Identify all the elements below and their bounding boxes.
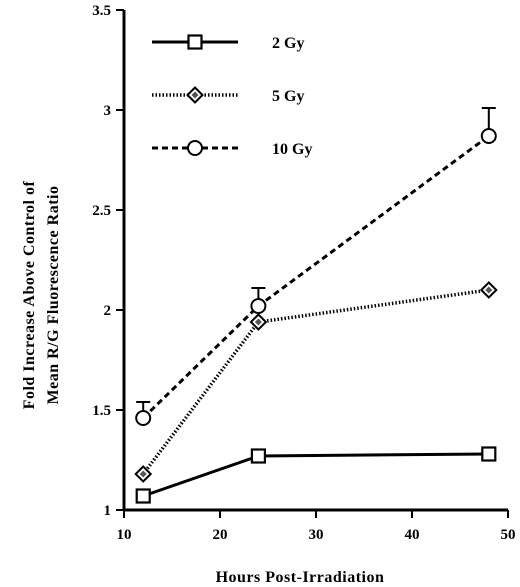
x-tick-label: 50 xyxy=(501,527,516,543)
series-10-gy xyxy=(135,107,497,426)
y-tick-label: 3 xyxy=(104,103,112,119)
data-point xyxy=(135,410,152,426)
data-point xyxy=(249,313,268,331)
series-line xyxy=(142,452,489,498)
x-tick-label: 40 xyxy=(405,527,420,543)
y-axis-title-line-1: Fold Increase Above Control of xyxy=(21,181,38,410)
series-line xyxy=(142,134,490,420)
legend-label: 5 Gy xyxy=(272,88,304,105)
legend-item: 2 Gy xyxy=(152,34,304,52)
series-5-gy xyxy=(134,281,498,483)
x-tick-label: 30 xyxy=(309,527,324,543)
data-point xyxy=(480,128,497,144)
y-tick-label: 2.5 xyxy=(92,203,111,219)
data-point xyxy=(250,448,266,464)
series-layer xyxy=(134,107,498,504)
data-point xyxy=(479,281,498,299)
diamond-fill xyxy=(139,470,147,478)
legend-item: 5 Gy xyxy=(152,86,304,105)
legend-label: 2 Gy xyxy=(272,35,304,52)
data-point xyxy=(250,298,267,314)
legend: 2 Gy 5 Gy 10 Gy xyxy=(152,34,312,158)
x-tick-label: 10 xyxy=(117,527,132,543)
y-ticks: 1 1.5 2 2.5 3 3.5 xyxy=(92,3,124,519)
data-point xyxy=(481,446,497,462)
legend-marker xyxy=(186,86,204,104)
x-tick-label: 20 xyxy=(213,527,228,543)
y-tick-label: 1.5 xyxy=(92,403,111,419)
y-tick-label: 2 xyxy=(104,303,112,319)
legend-marker xyxy=(187,140,203,156)
diamond-fill xyxy=(254,318,262,326)
y-tick-label: 3.5 xyxy=(92,3,111,19)
x-ticks: 10 20 30 40 50 xyxy=(117,510,516,543)
diamond-fill xyxy=(485,286,493,294)
diamond-fill xyxy=(191,91,199,99)
y-axis-title: Fold Increase Above Control of Mean R/G … xyxy=(21,181,62,410)
y-tick-label: 1 xyxy=(104,503,112,519)
legend-item: 10 Gy xyxy=(152,140,312,158)
data-point xyxy=(135,488,151,504)
axes xyxy=(122,10,508,512)
legend-label: 10 Gy xyxy=(272,141,312,158)
legend-marker xyxy=(187,34,203,50)
data-point xyxy=(134,465,153,483)
x-axis-title: Hours Post-Irradiation xyxy=(216,569,385,586)
series-2-gy xyxy=(135,446,497,504)
series-line xyxy=(141,288,490,476)
y-axis-title-line-2: Mean R/G Fluorescence Ratio xyxy=(45,186,62,405)
